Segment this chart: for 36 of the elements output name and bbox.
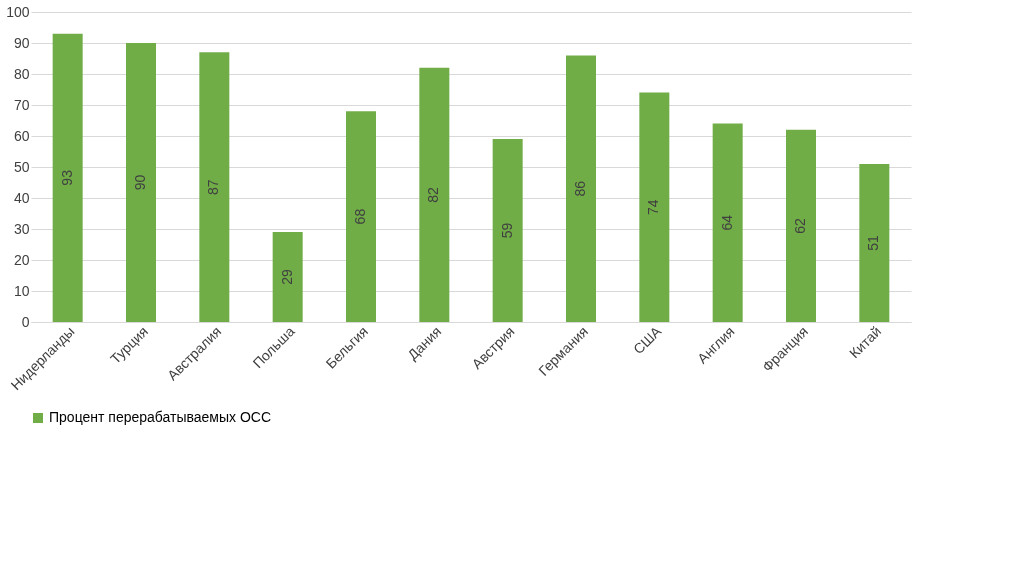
bar: [199, 52, 230, 322]
bar: [52, 33, 83, 322]
data-label: 51: [865, 234, 882, 251]
data-label: 68: [352, 208, 368, 225]
y-tick-label: 30: [13, 220, 30, 237]
data-label: 74: [645, 199, 662, 216]
data-label: 90: [132, 174, 148, 191]
data-label: 29: [278, 269, 295, 285]
bar: [346, 111, 376, 322]
data-label: 93: [58, 169, 75, 186]
bar: [859, 163, 890, 322]
data-label: 82: [425, 186, 442, 203]
bar: [126, 43, 156, 322]
bar: [786, 129, 816, 322]
y-tick-label: 0: [21, 313, 30, 330]
bar: [272, 232, 303, 322]
data-label: 62: [792, 217, 808, 234]
y-tick-label: 10: [13, 282, 30, 299]
bar: [492, 139, 523, 322]
y-tick-label: 50: [13, 158, 30, 175]
y-tick-label: 70: [13, 96, 30, 113]
data-label: 59: [498, 222, 515, 239]
bar: [419, 67, 450, 322]
y-tick-label: 60: [13, 127, 30, 144]
data-label: 86: [572, 180, 588, 197]
y-tick-label: 80: [13, 65, 30, 82]
bar: [712, 123, 743, 322]
y-tick-label: 100: [6, 3, 30, 20]
y-tick-label: 40: [13, 189, 30, 206]
data-label: 87: [205, 179, 222, 195]
y-tick-label: 20: [13, 251, 30, 268]
y-tick-label: 90: [13, 34, 30, 51]
bar: [639, 92, 670, 322]
data-label: 64: [718, 214, 735, 231]
legend-label: Процент перерабатываемых ОСС: [49, 409, 272, 425]
bar: [566, 55, 596, 322]
